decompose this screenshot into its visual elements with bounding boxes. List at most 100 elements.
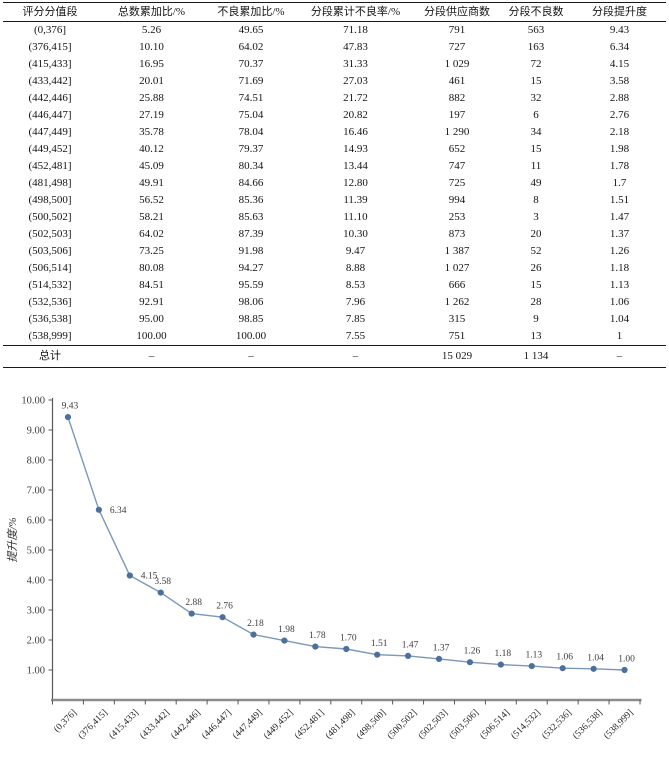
table-cell: 751 xyxy=(448,330,466,342)
table-cell: 16.95 xyxy=(139,58,164,70)
data-point-label: 1.13 xyxy=(525,651,542,661)
y-tick-label: 7.00 xyxy=(27,486,45,497)
table-cell: 49 xyxy=(530,177,542,189)
table-row: (433,442] 20.01 71.69 27.03 461 15 3.58 xyxy=(3,73,666,90)
x-category-label: (0,376] xyxy=(52,707,79,734)
table-cell: 1 xyxy=(616,330,623,342)
y-tick-label: 8.00 xyxy=(27,456,45,467)
table-cell: (446,447] xyxy=(28,109,72,121)
table-cell: 1.26 xyxy=(609,245,630,257)
table-cell: 94.27 xyxy=(238,262,264,274)
table-cell: 3 xyxy=(533,211,539,223)
total-row: 总计 – – – 15 029 1 134 – xyxy=(3,345,666,368)
table-cell: 25.88 xyxy=(139,92,164,104)
table-cell: 27.19 xyxy=(139,109,164,121)
table-row: (532,536] 92.91 98.06 7.96 1 262 28 1.06 xyxy=(3,294,666,311)
table-cell: 563 xyxy=(527,24,545,36)
series-line xyxy=(67,416,625,671)
table-row: (503,506] 73.25 91.98 9.47 1 387 52 1.26 xyxy=(3,243,666,260)
table-cell: (538,999] xyxy=(28,330,72,342)
column-header: 分段不良数 xyxy=(508,6,564,18)
table-cell: 10.30 xyxy=(343,228,368,240)
table-body: (0,376] 5.26 49.65 71.18 791 563 9.43 (376,415]… xyxy=(3,22,666,368)
table-cell: 71.69 xyxy=(238,75,264,87)
data-point-marker xyxy=(250,631,257,638)
table-cell: 8.88 xyxy=(345,262,366,274)
table-cell: (536,538] xyxy=(28,313,72,325)
table-cell: 26 xyxy=(530,262,542,274)
table-row: (498,500] 56.52 85.36 11.39 994 8 1.51 xyxy=(3,192,666,209)
data-point-label: 1.47 xyxy=(402,640,419,650)
table-cell: 87.39 xyxy=(238,228,264,240)
table-row: (415,433] 16.95 70.37 31.33 1 029 72 4.15 xyxy=(3,56,666,73)
table-cell: (500,502] xyxy=(28,211,72,223)
table-cell: (442,446] xyxy=(28,92,72,104)
data-point-marker xyxy=(126,572,133,579)
table-cell: (415,433] xyxy=(28,58,72,70)
table-cell: (532,536] xyxy=(28,296,72,308)
table-cell: 3.58 xyxy=(609,75,630,87)
table-cell: (514,532] xyxy=(28,279,72,291)
data-point-marker xyxy=(343,645,350,653)
table-cell: 882 xyxy=(448,92,466,104)
total-cell: 总计 xyxy=(39,350,61,362)
table-cell: 13 xyxy=(530,330,542,342)
table-row: (452,481] 45.09 80.34 13.44 747 11 1.78 xyxy=(3,158,666,175)
data-point-label: 1.06 xyxy=(556,653,573,663)
x-category-label: (452,481] xyxy=(292,707,326,741)
table-cell: (447,449] xyxy=(28,126,72,138)
table-cell: 100.00 xyxy=(136,330,167,342)
table-cell: 64.02 xyxy=(238,41,264,53)
column-header: 总数累加比/% xyxy=(117,6,186,18)
table-row: (506,514] 80.08 94.27 8.88 1 027 26 1.18 xyxy=(3,260,666,277)
data-point-marker xyxy=(435,655,443,662)
table-cell: 7.55 xyxy=(345,330,366,342)
data-point-label: 3.58 xyxy=(154,577,171,587)
table-cell: 98.06 xyxy=(238,296,264,308)
table-cell: 253 xyxy=(448,211,466,223)
table-cell: (502,503] xyxy=(28,228,72,240)
table-cell: 20.01 xyxy=(139,75,164,87)
table-cell: (433,442] xyxy=(28,75,72,87)
table-cell: 91.98 xyxy=(238,245,264,257)
data-point-marker xyxy=(404,652,412,659)
x-category-label: (481,498] xyxy=(323,707,357,741)
table-row: (481,498] 49.91 84.66 12.80 725 49 1.7 xyxy=(3,175,666,192)
table-cell: (449,452] xyxy=(28,143,72,155)
table-cell: 725 xyxy=(448,177,466,189)
table-cell: 1.51 xyxy=(609,194,630,206)
table-row: (500,502] 58.21 85.63 11.10 253 3 1.47 xyxy=(3,209,666,226)
table-header-row: 评分分值段 总数累加比/% 不良累加比/% 分段累计不良率/% 分段供应商数 分段不良数 分… xyxy=(3,2,666,22)
table-cell: 6 xyxy=(533,109,539,121)
table-cell: 9.43 xyxy=(609,24,630,36)
table-cell: 52 xyxy=(530,245,542,257)
data-point-marker xyxy=(466,659,474,666)
table-cell: 666 xyxy=(448,279,466,291)
table-cell: 873 xyxy=(448,228,466,240)
table-cell: 461 xyxy=(448,75,466,87)
table-cell: 11 xyxy=(530,160,542,172)
table-cell: 652 xyxy=(448,143,466,155)
table-cell: 49.65 xyxy=(238,24,264,36)
table-cell: 45.09 xyxy=(139,160,164,172)
table-cell: 10.10 xyxy=(139,41,164,53)
table-cell: 78.04 xyxy=(238,126,264,138)
table-cell: 34 xyxy=(530,126,542,138)
data-point-marker xyxy=(590,665,597,672)
table-cell: (498,500] xyxy=(28,194,72,206)
table-cell: 163 xyxy=(527,41,545,53)
table-cell: 315 xyxy=(448,313,466,325)
data-point-marker xyxy=(188,610,195,617)
table-cell: 727 xyxy=(448,41,466,53)
table-cell: 70.37 xyxy=(238,58,264,70)
table-cell: 1.04 xyxy=(609,313,630,325)
table-cell: 4.15 xyxy=(609,58,630,70)
data-point-label: 2.18 xyxy=(247,619,264,629)
x-category-label: (536,538] xyxy=(571,707,605,741)
data-point-marker xyxy=(559,665,566,672)
table-row: (514,532] 84.51 95.59 8.53 666 15 1.13 xyxy=(3,277,666,294)
table-cell: (481,498] xyxy=(28,177,72,189)
x-category-label: (447,449] xyxy=(231,707,265,741)
table-row: (538,999] 100.00 100.00 7.55 751 13 1 xyxy=(3,328,666,346)
table-cell: 1.98 xyxy=(609,143,630,155)
